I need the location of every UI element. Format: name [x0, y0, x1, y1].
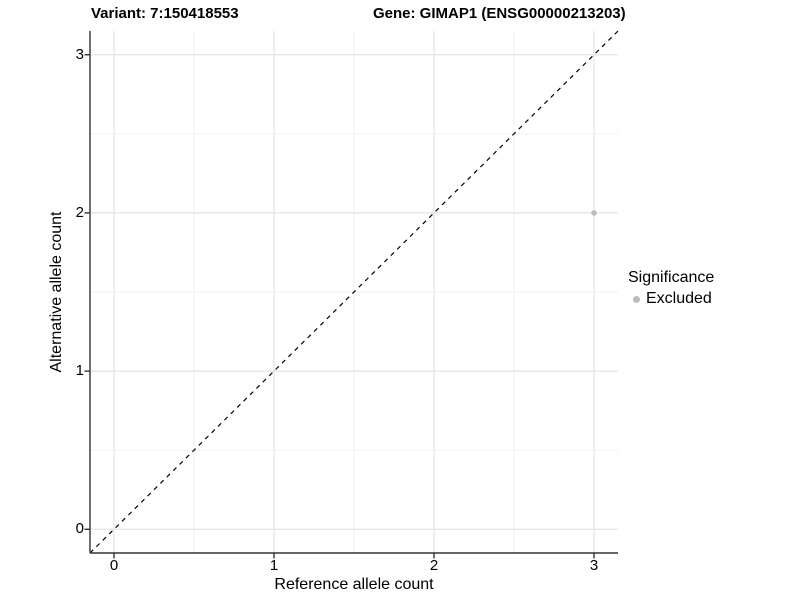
y-tick-label-3: 3 — [75, 45, 84, 63]
x-tick-label-3: 3 — [589, 557, 599, 574]
data-point — [591, 210, 597, 216]
excluded-swatch-icon — [633, 295, 640, 303]
legend-title: Significance — [628, 269, 715, 286]
x-tick-label-0: 0 — [109, 557, 119, 574]
identity-line — [89, 30, 619, 554]
x-tick-label-1: 1 — [269, 557, 279, 574]
x-axis-label: Reference allele count — [274, 576, 434, 593]
legend-item-label: Excluded — [646, 290, 712, 307]
y-tick-label-0: 0 — [75, 520, 84, 538]
legend: Significance Excluded — [628, 269, 714, 308]
x-tick-label-2: 2 — [429, 557, 439, 574]
plot-title-variant: Variant: 7:150418553 — [91, 5, 239, 22]
y-tick-label-2: 2 — [75, 203, 84, 221]
y-tick-label-1: 1 — [75, 362, 84, 380]
plot-title-gene: Gene: GIMAP1 (ENSG00000213203) — [373, 5, 626, 22]
y-axis-label: Alternative allele count — [48, 211, 65, 373]
legend-item-excluded: Excluded — [628, 290, 714, 308]
